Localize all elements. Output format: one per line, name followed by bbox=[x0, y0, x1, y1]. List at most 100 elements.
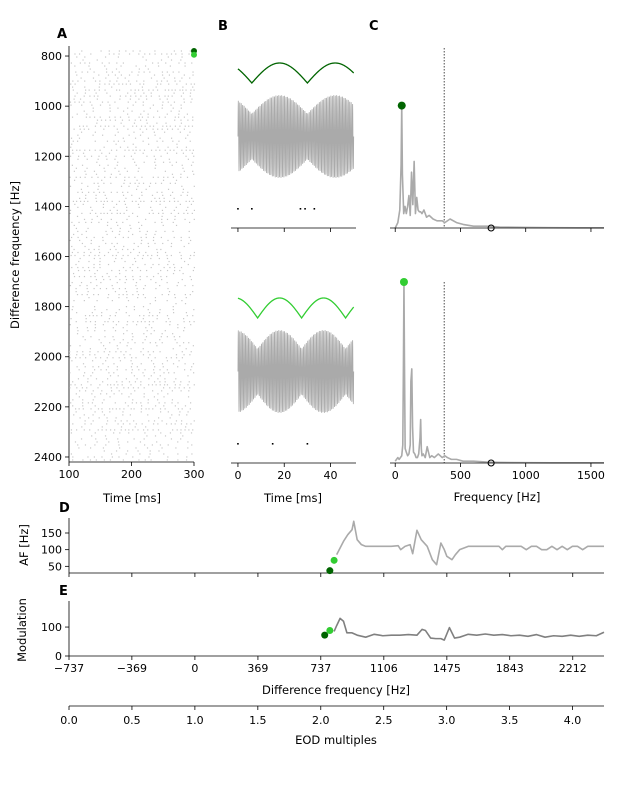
raster-dot bbox=[163, 77, 165, 79]
raster-dot bbox=[114, 158, 116, 160]
raster-dot bbox=[132, 104, 134, 106]
raster-dot bbox=[111, 230, 114, 233]
raster-dot bbox=[134, 152, 136, 154]
raster-dot bbox=[81, 212, 83, 215]
raster-dot bbox=[97, 188, 99, 190]
raster-dot bbox=[186, 456, 188, 458]
raster-dot bbox=[165, 122, 167, 124]
raster-dot bbox=[101, 408, 103, 410]
raster-dot bbox=[114, 101, 116, 103]
raster-dot bbox=[193, 384, 195, 386]
xtick-label: 1475 bbox=[433, 662, 461, 675]
raster-dot bbox=[85, 357, 87, 359]
raster-dot bbox=[142, 101, 144, 103]
raster-dot bbox=[118, 233, 120, 236]
raster-dot bbox=[169, 182, 171, 184]
raster-dot bbox=[90, 53, 92, 55]
eod-xtick-label: 2.0 bbox=[312, 714, 330, 727]
raster-dot bbox=[177, 324, 179, 326]
raster-dot bbox=[176, 143, 178, 145]
raster-dot bbox=[163, 384, 166, 386]
raster-dot bbox=[130, 155, 133, 157]
raster-dot bbox=[180, 176, 182, 178]
marker-1 bbox=[330, 556, 338, 564]
raster-dot bbox=[95, 197, 97, 199]
raster-dot bbox=[152, 104, 154, 106]
raster-dot bbox=[137, 293, 140, 296]
raster-dot bbox=[177, 453, 179, 455]
raster-dot bbox=[128, 315, 130, 317]
raster-dot bbox=[115, 351, 117, 353]
raster-dot bbox=[117, 348, 119, 350]
raster-dot bbox=[159, 200, 161, 202]
raster-dot bbox=[96, 161, 98, 163]
raster-dot bbox=[121, 381, 123, 383]
raster-dot bbox=[75, 167, 77, 169]
raster-dot bbox=[192, 71, 194, 73]
raster-dot bbox=[119, 227, 121, 230]
raster-dot bbox=[162, 140, 164, 142]
raster-dot bbox=[119, 447, 121, 449]
raster-dot bbox=[95, 173, 98, 175]
raster-dot bbox=[72, 200, 75, 202]
raster-dot bbox=[146, 155, 148, 157]
raster-dot bbox=[163, 176, 165, 178]
panel-b-xtick-label: 20 bbox=[277, 469, 291, 482]
raster-dot bbox=[101, 275, 104, 278]
raster-dot bbox=[179, 203, 181, 205]
raster-dot bbox=[168, 372, 170, 374]
raster-dot bbox=[156, 248, 158, 251]
raster-dot bbox=[85, 89, 87, 91]
raster-dot bbox=[148, 456, 150, 458]
raster-dot bbox=[83, 372, 86, 374]
raster-dot bbox=[134, 342, 136, 344]
raster-dot bbox=[123, 125, 125, 127]
raster-dot bbox=[77, 266, 79, 269]
raster-dot bbox=[73, 224, 75, 227]
raster-dot bbox=[138, 182, 140, 184]
raster-dot bbox=[136, 80, 138, 82]
raster-dot bbox=[161, 390, 163, 392]
raster-dot bbox=[116, 366, 118, 368]
raster-dot bbox=[177, 366, 179, 368]
raster-dot bbox=[116, 62, 118, 64]
raster-dot bbox=[123, 354, 125, 356]
raster-dot bbox=[190, 351, 192, 353]
raster-dot bbox=[183, 170, 185, 172]
raster-dot bbox=[131, 357, 133, 359]
panel-b-spike-1-1 bbox=[271, 443, 274, 445]
raster-dot bbox=[140, 200, 142, 202]
raster-dot bbox=[81, 182, 83, 184]
raster-dot bbox=[91, 209, 93, 211]
raster-dot bbox=[180, 257, 182, 260]
raster-dot bbox=[99, 251, 101, 254]
raster-dot bbox=[148, 245, 150, 248]
raster-dot bbox=[118, 89, 121, 91]
raster-dot bbox=[189, 275, 191, 278]
raster-dot bbox=[135, 281, 138, 284]
raster-dot bbox=[91, 104, 93, 106]
raster-dot bbox=[168, 158, 170, 160]
raster-dot bbox=[162, 194, 164, 196]
raster-dot bbox=[159, 351, 161, 353]
raster-dot bbox=[107, 321, 109, 323]
raster-dot bbox=[181, 56, 183, 58]
raster-dot bbox=[173, 263, 175, 266]
raster-dot bbox=[150, 77, 153, 79]
raster-dot bbox=[97, 293, 100, 296]
raster-dot bbox=[142, 293, 145, 296]
raster-dot bbox=[165, 321, 167, 323]
raster-dot bbox=[163, 453, 165, 455]
raster-dot bbox=[132, 399, 134, 401]
raster-dot bbox=[71, 116, 74, 118]
raster-dot bbox=[95, 438, 97, 440]
raster-dot bbox=[105, 360, 107, 362]
raster-dot bbox=[126, 297, 128, 299]
raster-dot bbox=[91, 312, 93, 314]
raster-dot bbox=[122, 110, 125, 112]
raster-dot bbox=[189, 92, 192, 94]
raster-dot bbox=[158, 263, 160, 266]
raster-dot bbox=[120, 351, 122, 353]
raster-dot bbox=[131, 333, 133, 335]
raster-dot bbox=[107, 101, 109, 103]
